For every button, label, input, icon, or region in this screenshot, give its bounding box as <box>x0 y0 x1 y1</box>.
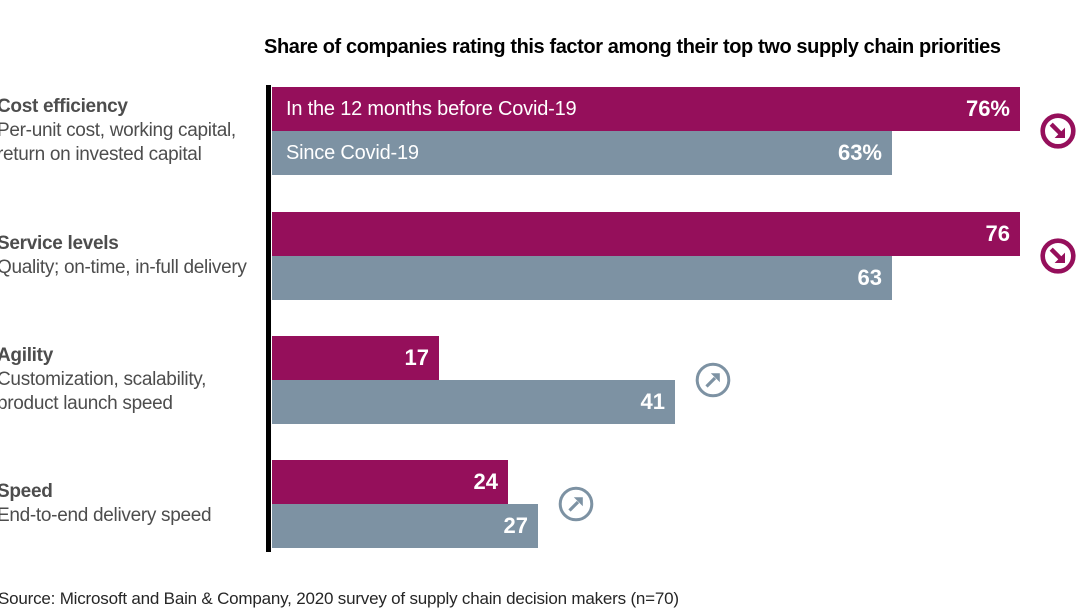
source-note: Source: Microsoft and Bain & Company, 20… <box>0 589 679 608</box>
bar-since-covid: Since Covid-19 63% <box>272 131 892 175</box>
chart-row-agility: Agility Customization, scalability, prod… <box>0 336 1080 424</box>
bar-before-covid: 17 <box>272 336 439 380</box>
bar-value-label: 63 <box>857 265 882 290</box>
bar-before-covid: In the 12 months before Covid-19 76% <box>272 87 1020 131</box>
bar-value-label: 76 <box>985 221 1010 246</box>
category-name: Agility <box>0 345 53 366</box>
bar-value-label: 76% <box>965 96 1010 121</box>
category-label: Agility Customization, scalability, prod… <box>0 336 265 424</box>
bar-pair: In the 12 months before Covid-19 76% Sin… <box>272 87 1020 175</box>
bar-value-label: 17 <box>404 345 429 370</box>
category-name: Speed <box>0 481 53 502</box>
arrow-up-right-circle-icon <box>557 485 595 523</box>
category-desc-line: Customization, scalability, <box>0 369 207 390</box>
category-name: Cost efficiency <box>0 96 128 117</box>
y-axis-line <box>266 85 271 552</box>
chart-row-speed: Speed End-to-end delivery speed 24 27 <box>0 460 1080 548</box>
arrow-down-right-circle-icon <box>1039 237 1077 275</box>
bar-value-label: 27 <box>503 513 528 538</box>
bar-value-label: 41 <box>640 389 665 414</box>
legend-before-label: In the 12 months before Covid-19 <box>286 97 577 120</box>
category-label: Speed End-to-end delivery speed <box>0 460 265 548</box>
arrow-down-right-circle-icon <box>1039 112 1077 150</box>
bar-pair: 24 27 <box>272 460 538 548</box>
legend-since-label: Since Covid-19 <box>286 141 419 164</box>
bar-before-covid: 24 <box>272 460 508 504</box>
bar-since-covid: 63 <box>272 256 892 300</box>
bar-before-covid: 76 <box>272 212 1020 256</box>
chart-title: Share of companies rating this factor am… <box>264 36 1001 58</box>
category-desc-line: Per-unit cost, working capital, <box>0 120 236 141</box>
category-label: Service levels Quality; on-time, in-full… <box>0 212 265 300</box>
bar-pair: 17 41 <box>272 336 675 424</box>
bar-since-covid: 41 <box>272 380 675 424</box>
category-desc-line: Quality; on-time, in-full delivery <box>0 257 247 278</box>
category-label: Cost efficiency Per-unit cost, working c… <box>0 87 265 175</box>
bar-value-label: 24 <box>473 469 498 494</box>
chart-row-service-levels: Service levels Quality; on-time, in-full… <box>0 212 1080 300</box>
category-desc-line: product launch speed <box>0 393 173 414</box>
category-desc-line: return on invested capital <box>0 144 202 165</box>
category-desc-line: End-to-end delivery speed <box>0 505 212 526</box>
bar-pair: 76 63 <box>272 212 1020 300</box>
chart-row-cost-efficiency: Cost efficiency Per-unit cost, working c… <box>0 87 1080 175</box>
bar-value-label: 63% <box>837 140 882 165</box>
arrow-up-right-circle-icon <box>694 361 732 399</box>
category-name: Service levels <box>0 233 119 254</box>
bar-since-covid: 27 <box>272 504 538 548</box>
